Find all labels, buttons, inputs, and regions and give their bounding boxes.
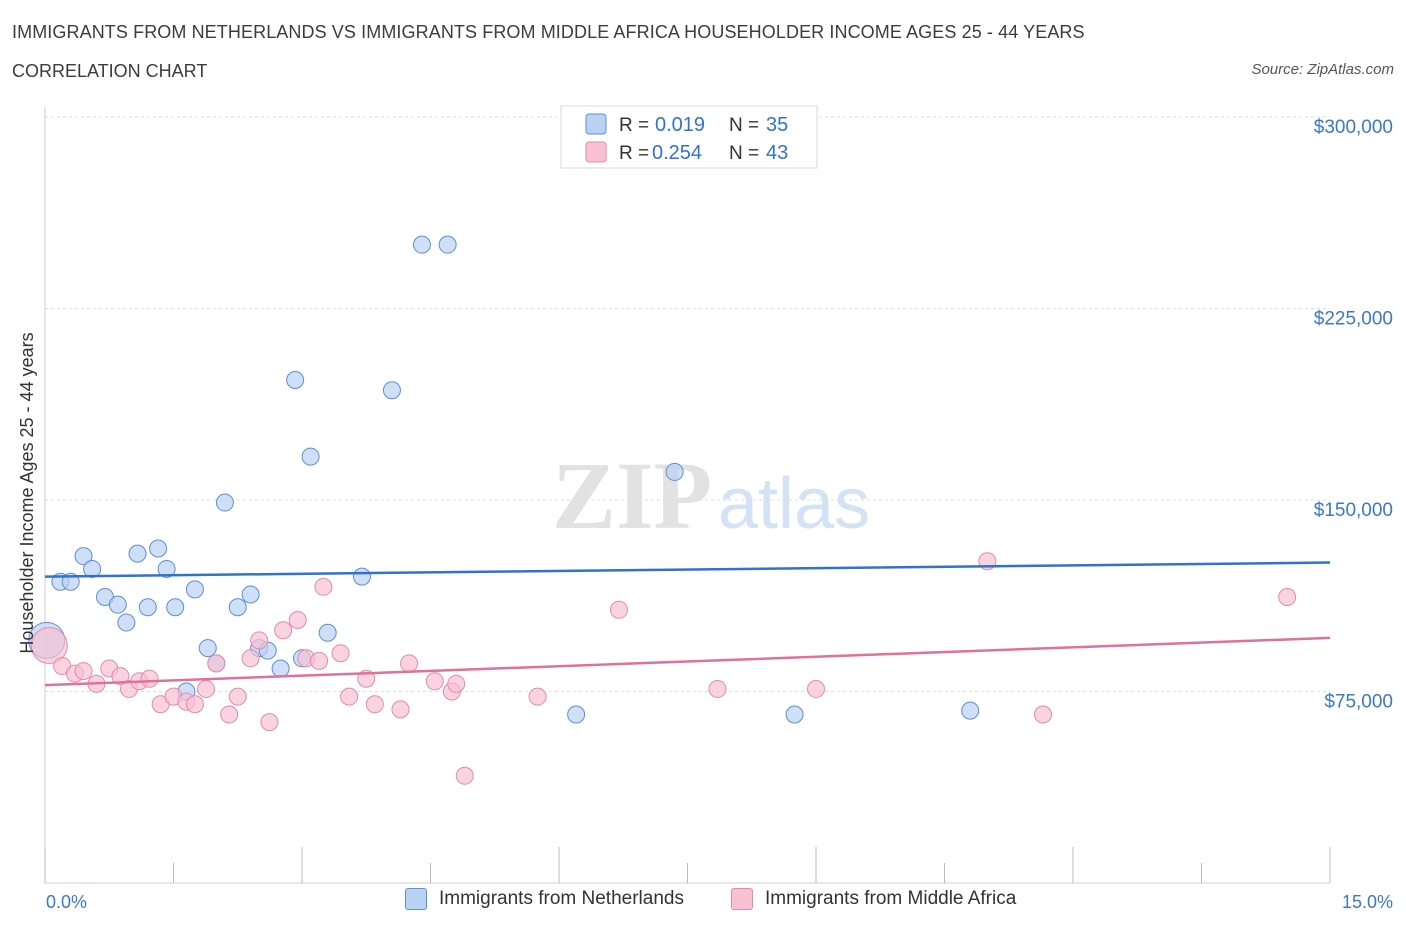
watermark-atlas: atlas	[718, 464, 870, 544]
y-tick-label-3: $300,000	[1314, 117, 1393, 138]
chart-source: Source: ZipAtlas.com	[1251, 61, 1394, 78]
y-tick-label-1: $150,000	[1314, 500, 1393, 521]
point-s1-36	[528, 687, 547, 706]
point-s0-24	[301, 447, 320, 466]
legend-r-label-1: R =	[619, 115, 649, 136]
series-legend: Immigrants from Netherlands Immigrants f…	[0, 888, 1406, 918]
x-tick-label-min: 0.0%	[46, 892, 87, 912]
point-s1-17	[228, 687, 247, 706]
point-s1-39	[807, 679, 825, 698]
point-s0-12	[166, 598, 185, 617]
point-s0-9	[138, 598, 157, 617]
point-s1-30	[391, 700, 410, 719]
y-tick-label-2: $225,000	[1314, 309, 1393, 330]
point-s1-29	[365, 695, 384, 714]
point-s1-31	[400, 654, 419, 673]
point-s1-20	[260, 713, 279, 732]
point-s0-6	[108, 595, 127, 614]
chart-subtitle: CORRELATION CHART	[12, 61, 208, 81]
trend-line-0	[44, 561, 1331, 578]
point-s1-26	[331, 644, 350, 663]
point-s1-37	[609, 600, 628, 619]
point-s1-13	[185, 695, 204, 714]
point-s0-29	[438, 235, 457, 254]
point-s1-38	[708, 679, 727, 698]
legend-n-label-2: N =	[729, 143, 759, 164]
point-s1-34	[447, 674, 466, 693]
point-s0-21	[271, 659, 290, 678]
point-s0-18	[241, 585, 260, 604]
point-s0-13	[185, 580, 204, 599]
point-s1-6	[111, 667, 130, 686]
chart-title: IMMIGRANTS FROM NETHERLANDS VS IMMIGRANT…	[12, 22, 1085, 42]
legend-label-middle-africa: Immigrants from Middle Africa	[765, 888, 1017, 909]
trend-lines	[44, 561, 1331, 687]
point-s0-32	[785, 705, 804, 724]
legend-r-value-2: 0.254	[652, 142, 702, 164]
point-s1-41	[1034, 705, 1053, 724]
y-tick-label-0: $75,000	[1324, 692, 1393, 713]
point-s0-8	[128, 544, 147, 563]
point-s1-0	[30, 627, 68, 665]
point-s1-22	[288, 611, 307, 630]
point-s1-42	[1278, 588, 1297, 607]
legend-item-middle-africa[interactable]: Immigrants from Middle Africa	[731, 888, 1016, 910]
axes	[44, 107, 1331, 884]
point-s0-30	[567, 705, 586, 724]
point-s0-11	[157, 559, 176, 578]
point-s0-22	[286, 370, 305, 389]
point-s0-26	[352, 567, 371, 586]
point-s0-33	[961, 701, 980, 720]
legend-label-netherlands: Immigrants from Netherlands	[439, 888, 684, 909]
point-s1-3	[74, 662, 93, 681]
point-s0-14	[198, 639, 217, 658]
point-s1-21	[274, 621, 293, 640]
point-s0-28	[412, 235, 431, 254]
point-s0-10	[149, 539, 168, 558]
point-s1-14	[197, 679, 216, 698]
point-s0-27	[382, 381, 401, 400]
point-s0-16	[215, 493, 234, 512]
x-tick-label-max: 15.0%	[1342, 892, 1393, 912]
point-s1-27	[340, 687, 359, 706]
point-s1-9	[140, 669, 159, 688]
legend-swatch-netherlands	[585, 113, 607, 135]
watermark: ZIP atlas	[552, 442, 870, 549]
legend-swatch-icon	[405, 888, 427, 910]
point-s1-32	[425, 672, 444, 691]
point-s1-35	[455, 766, 474, 785]
point-s0-3	[74, 547, 93, 566]
watermark-zip: ZIP	[552, 442, 712, 549]
legend-n-value-1: 35	[766, 114, 788, 136]
y-tick-labels: $75,000 $150,000 $225,000 $300,000	[1314, 117, 1393, 713]
point-s0-7	[117, 613, 136, 632]
legend-swatch-middle-africa	[585, 141, 607, 163]
point-s1-25	[314, 577, 333, 596]
legend-swatch-icon	[731, 888, 753, 910]
point-s1-19	[250, 631, 269, 650]
point-s1-24	[310, 651, 329, 670]
trend-line-1	[44, 636, 1331, 687]
y-axis-label: Householder Income Ages 25 - 44 years	[17, 332, 37, 653]
point-s0-31	[665, 462, 684, 481]
point-s1-16	[220, 705, 239, 724]
point-s0-4	[83, 559, 102, 578]
correlation-legend: R = 0.019 N = 35 R = 0.254 N = 43	[560, 105, 818, 169]
legend-r-value-1: 0.019	[655, 114, 705, 136]
point-s1-15	[207, 654, 226, 673]
legend-n-label-1: N =	[729, 115, 759, 136]
point-s0-25	[318, 623, 337, 642]
point-s0-17	[228, 598, 247, 617]
legend-r-label-2: R =	[619, 143, 649, 164]
legend-item-netherlands[interactable]: Immigrants from Netherlands	[405, 888, 684, 910]
legend-n-value-2: 43	[766, 142, 788, 164]
point-s1-18	[241, 649, 260, 668]
